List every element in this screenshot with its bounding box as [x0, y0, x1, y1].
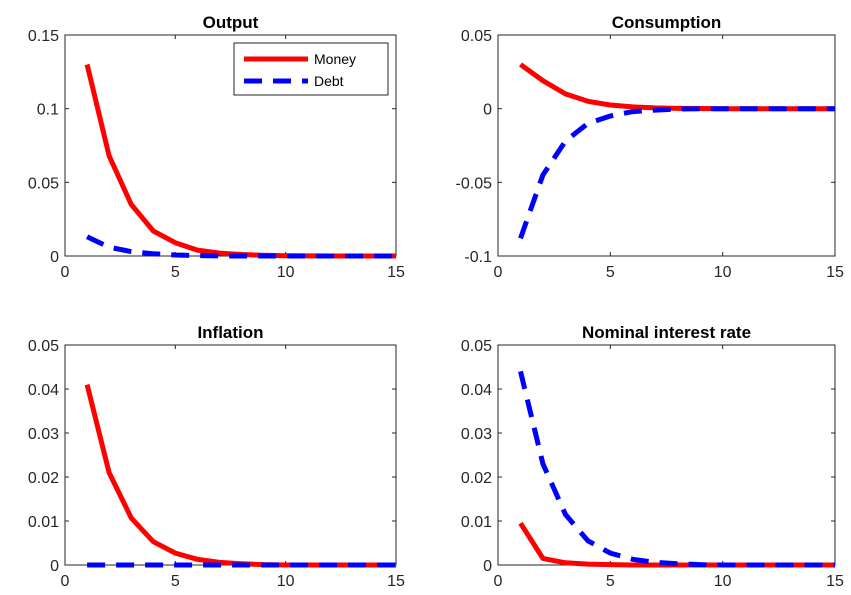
legend: Money Debt	[233, 42, 389, 96]
plot-area	[64, 344, 397, 566]
panel-output: Output 0 5 10 15 0 0.05 0.1 0.15 Money Debt	[28, 13, 405, 281]
y-tick-label: 0.01	[461, 514, 492, 531]
y-tick-label: -0.1	[464, 249, 492, 266]
plot-area	[497, 34, 836, 257]
x-tick-label: 0	[494, 264, 503, 281]
y-tick-label: 0.15	[28, 28, 59, 45]
y-tick-label: 0.02	[461, 470, 492, 487]
y-tick-label: 0.03	[461, 426, 492, 443]
legend-box	[233, 42, 389, 96]
panel-nominal-interest-rate: Nominal interest rate 0 5 10 15 0 0.01 0.02 0.03…	[461, 323, 844, 590]
panel-consumption: Consumption 0 5 10 15 -0.1 -0.05 0 0.05	[456, 13, 844, 281]
y-tick-label: 0.03	[28, 426, 59, 443]
y-tick-label: 0.1	[37, 102, 59, 119]
panel-inflation: Inflation 0 5 10 15 0 0.01 0.02 0.03 0.04 0.05	[28, 323, 405, 590]
x-tick-label: 15	[826, 264, 844, 281]
x-tick-label: 15	[387, 264, 405, 281]
x-tick-label: 5	[171, 573, 180, 590]
y-tick-label: 0.01	[28, 514, 59, 531]
y-tick-label: 0	[50, 558, 59, 575]
x-tick-label: 15	[387, 573, 405, 590]
x-tick-label: 10	[714, 264, 732, 281]
series-line-debt	[518, 106, 835, 240]
x-tick-label: 0	[494, 573, 503, 590]
chart-title: Nominal interest rate	[582, 323, 751, 342]
x-tick-label: 5	[606, 264, 615, 281]
x-tick-label: 0	[61, 573, 70, 590]
chart-title: Inflation	[197, 323, 263, 342]
x-tick-label: 10	[277, 573, 295, 590]
y-tick-label: 0.04	[28, 382, 59, 399]
chart-title: Consumption	[612, 13, 722, 32]
x-tick-label: 10	[714, 573, 732, 590]
y-tick-label: 0.02	[28, 470, 59, 487]
series-line-debt	[86, 234, 396, 259]
y-tick-label: 0	[483, 558, 492, 575]
series-line-debt	[518, 370, 835, 568]
y-tick-label: 0	[50, 249, 59, 266]
y-tick-label: 0.05	[461, 28, 492, 45]
x-tick-label: 15	[826, 573, 844, 590]
y-tick-label: 0.04	[461, 382, 492, 399]
legend-label-debt: Debt	[314, 73, 344, 89]
x-tick-label: 5	[171, 264, 180, 281]
plot-area	[497, 344, 836, 566]
chart-title: Output	[203, 13, 259, 32]
y-tick-label: 0.05	[28, 175, 59, 192]
x-tick-label: 10	[277, 264, 295, 281]
y-tick-label: -0.05	[456, 175, 493, 192]
x-tick-label: 0	[61, 264, 70, 281]
y-tick-label: 0	[483, 102, 492, 119]
x-tick-label: 5	[606, 573, 615, 590]
y-tick-label: 0.05	[28, 338, 59, 355]
y-tick-label: 0.05	[461, 338, 492, 355]
legend-label-money: Money	[314, 51, 356, 67]
